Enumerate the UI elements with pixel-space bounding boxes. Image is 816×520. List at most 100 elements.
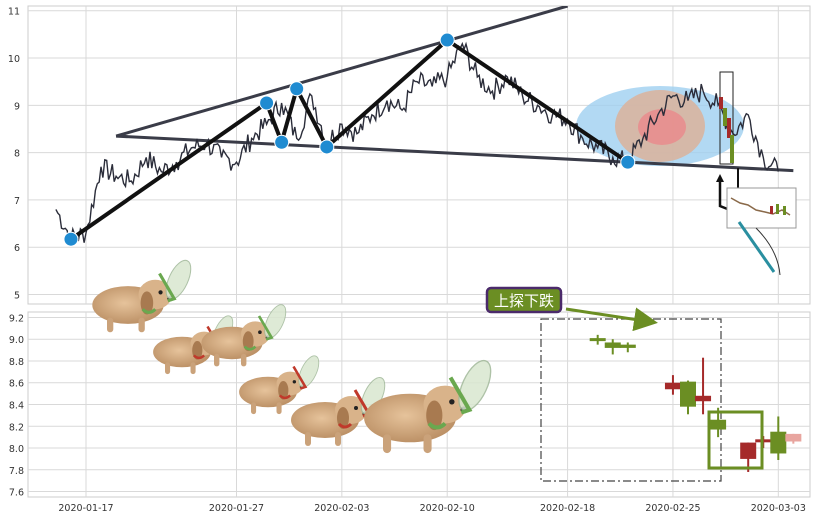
y-tick-label: 11 — [8, 7, 20, 18]
pivot-point — [274, 134, 290, 150]
y-tick-label: 5 — [14, 291, 20, 302]
pivot-point — [63, 231, 79, 247]
inset-candle — [776, 204, 779, 214]
puppy-leg — [335, 432, 341, 446]
mini-candle — [719, 71, 734, 165]
pivot-point — [319, 139, 335, 155]
puppy-with-wings-icon — [364, 359, 492, 454]
puppy-leg — [241, 353, 247, 367]
candle-body — [740, 442, 757, 459]
candle-body — [785, 433, 802, 442]
annotation-text: 上探下跌 — [494, 292, 554, 310]
puppy-collar — [337, 422, 353, 429]
highlight-box — [707, 410, 764, 470]
lower-trend-line — [116, 134, 794, 173]
x-tick-label: 2020-03-03 — [751, 503, 806, 514]
candle-body — [680, 381, 696, 407]
puppy-collar — [192, 354, 206, 360]
pivot-point — [620, 154, 636, 170]
x-tick-label: 2020-02-03 — [314, 503, 369, 514]
y-tick-label: 7.6 — [9, 488, 24, 499]
candlesticks — [589, 334, 802, 472]
inset-thumbnail — [726, 187, 797, 229]
mini-candle — [730, 135, 734, 163]
puppy-eye — [158, 290, 163, 295]
puppy-leg — [107, 317, 114, 333]
puppy-wand — [292, 365, 308, 390]
y-tick-label: 8.8 — [9, 357, 24, 368]
y-tick-label: 7.8 — [9, 466, 24, 477]
puppy-with-wings-icon — [239, 355, 320, 415]
puppy-leg — [276, 402, 282, 415]
x-tick-label: 2020-02-18 — [540, 503, 595, 514]
hook-arrow-head — [716, 174, 724, 182]
puppy-eye — [449, 399, 455, 405]
puppy-leg — [423, 434, 432, 454]
inset-candle — [783, 206, 786, 215]
inset-spark-line — [730, 197, 791, 216]
dashed-region-box — [540, 318, 722, 482]
puppy-wand — [448, 376, 473, 415]
mini-candle — [719, 97, 723, 109]
puppy-collar — [243, 345, 257, 351]
y-tick-label: 7 — [14, 196, 20, 207]
pivot-point — [439, 32, 455, 48]
puppy-collar — [427, 421, 447, 430]
target-ellipse — [576, 86, 744, 166]
puppy-wand — [257, 315, 274, 341]
puppy-leg — [251, 402, 257, 415]
y-tick-label: 9.2 — [9, 313, 24, 324]
puppy-decorations — [92, 259, 492, 454]
puppy-eye — [354, 406, 358, 410]
upper-panel: 5 6 7 8 9 10 11 — [8, 5, 811, 305]
pivot-point — [259, 95, 275, 111]
annotation-arrow — [565, 307, 658, 332]
price-line — [55, 41, 779, 244]
candle-body — [589, 338, 606, 342]
puppy-collar — [141, 308, 157, 314]
x-axis-tick-labels: 2020-01-17 2020-01-27 2020-02-03 2020-02-10… — [58, 503, 806, 514]
candle-body — [695, 395, 712, 402]
candle-body — [664, 382, 681, 390]
slide-arc — [755, 227, 781, 276]
annotation: 上探下跌 — [485, 286, 658, 332]
y-tick-label: 9.0 — [9, 335, 24, 346]
y-tick-label: 9 — [14, 101, 20, 112]
upper-y-tick-labels: 5 6 7 8 9 10 11 — [8, 7, 20, 302]
x-tick-label: 2020-02-10 — [420, 503, 475, 514]
puppy-with-wings-icon — [201, 304, 287, 367]
y-tick-label: 8.0 — [9, 444, 24, 455]
y-tick-label: 8.2 — [9, 422, 24, 433]
x-tick-label: 2020-02-25 — [645, 503, 700, 514]
candle-body — [770, 431, 787, 454]
puppy-leg — [383, 434, 392, 454]
mini-candle — [727, 118, 731, 138]
puppy-eye — [258, 330, 262, 334]
y-tick-label: 10 — [8, 54, 20, 65]
slide-line — [737, 221, 776, 273]
upper-trend-line — [115, 6, 569, 138]
y-tick-label: 8.6 — [9, 379, 24, 390]
x-tick-label: 2020-01-17 — [58, 503, 113, 514]
y-tick-label: 6 — [14, 243, 20, 254]
annotation-box — [485, 286, 563, 314]
inset-candle — [770, 206, 773, 214]
x-tick-label: 2020-01-27 — [209, 503, 264, 514]
pivot-points — [63, 32, 636, 247]
y-tick-label: 8 — [14, 149, 20, 160]
trend-lines — [115, 6, 794, 173]
candle-body — [604, 342, 621, 348]
lower-y-tick-labels: 7.6 7.8 8.0 8.2 8.4 8.6 8.8 9.0 9.2 — [9, 313, 24, 498]
puppy-eye — [292, 380, 297, 384]
puppy-leg — [138, 317, 145, 333]
puppy-leg — [305, 432, 311, 446]
candle-body — [710, 419, 727, 430]
candle-body — [619, 344, 636, 348]
y-tick-label: 8.4 — [9, 401, 24, 412]
mini-candle — [723, 108, 727, 126]
puppy-leg — [190, 362, 196, 375]
puppy-leg — [165, 362, 171, 375]
target-ellipse-inner — [638, 109, 686, 145]
puppy-leg — [214, 353, 220, 367]
